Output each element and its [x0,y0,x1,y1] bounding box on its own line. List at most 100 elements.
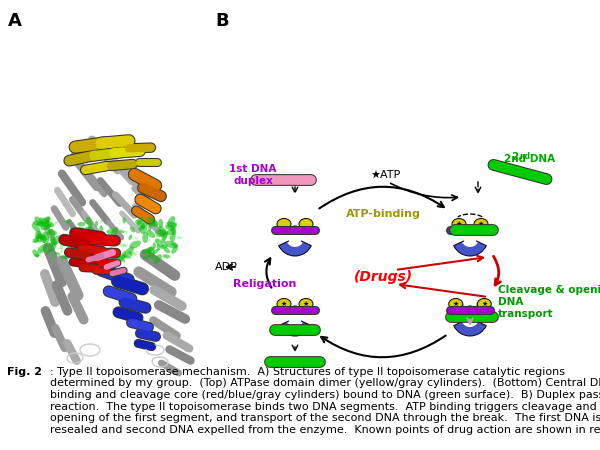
Ellipse shape [59,243,63,249]
FancyBboxPatch shape [477,303,486,315]
Ellipse shape [277,219,291,230]
Text: ★: ★ [452,301,459,307]
Ellipse shape [126,250,128,251]
Ellipse shape [73,243,82,251]
Ellipse shape [73,236,79,241]
Ellipse shape [83,253,88,258]
Ellipse shape [39,217,50,227]
Ellipse shape [86,251,93,262]
Ellipse shape [146,247,155,252]
Ellipse shape [62,239,73,247]
Wedge shape [278,321,311,336]
Ellipse shape [70,230,74,235]
Ellipse shape [89,230,94,239]
Ellipse shape [86,230,91,240]
Ellipse shape [124,255,129,258]
Ellipse shape [55,221,58,225]
Text: ★: ★ [281,301,287,307]
Ellipse shape [55,252,60,256]
Ellipse shape [65,254,71,260]
Ellipse shape [102,243,105,245]
Ellipse shape [85,219,88,222]
Ellipse shape [138,225,145,230]
Ellipse shape [116,255,125,261]
Ellipse shape [46,250,50,255]
Ellipse shape [171,243,178,248]
Ellipse shape [121,257,125,262]
Ellipse shape [40,234,46,243]
Ellipse shape [77,242,83,252]
Ellipse shape [100,219,103,223]
Ellipse shape [158,219,163,228]
Ellipse shape [128,234,132,240]
Ellipse shape [77,227,87,234]
Ellipse shape [153,249,158,254]
Ellipse shape [43,219,46,222]
Ellipse shape [95,220,98,227]
Ellipse shape [130,227,135,233]
Ellipse shape [166,230,175,235]
Ellipse shape [49,253,51,255]
Ellipse shape [90,234,95,237]
Ellipse shape [51,222,54,226]
Ellipse shape [464,306,476,314]
Ellipse shape [157,233,164,237]
Ellipse shape [464,226,476,234]
Text: ★: ★ [303,301,309,307]
Ellipse shape [34,216,43,227]
Ellipse shape [110,257,114,259]
Ellipse shape [157,244,160,251]
Ellipse shape [124,244,125,247]
Ellipse shape [51,235,61,246]
Ellipse shape [46,221,54,227]
Ellipse shape [130,240,141,248]
Ellipse shape [140,221,148,234]
Ellipse shape [79,252,91,259]
Ellipse shape [148,225,151,231]
Ellipse shape [164,244,168,248]
Ellipse shape [163,254,170,258]
Ellipse shape [48,241,57,252]
Ellipse shape [106,230,114,234]
Ellipse shape [172,234,175,237]
Ellipse shape [61,248,64,249]
Ellipse shape [161,229,167,240]
Ellipse shape [37,231,41,238]
FancyBboxPatch shape [475,224,484,234]
Ellipse shape [61,256,67,259]
Ellipse shape [154,220,157,222]
Ellipse shape [111,227,119,236]
Wedge shape [462,238,478,247]
Ellipse shape [123,243,126,247]
Text: ATP-binding: ATP-binding [346,209,421,219]
Ellipse shape [118,243,124,247]
Ellipse shape [69,228,76,239]
Ellipse shape [170,232,176,242]
Ellipse shape [109,248,115,252]
Ellipse shape [42,247,46,251]
Ellipse shape [125,255,131,259]
Ellipse shape [474,219,488,230]
FancyBboxPatch shape [281,224,290,234]
Ellipse shape [128,251,133,256]
Ellipse shape [143,255,151,260]
Ellipse shape [92,247,99,253]
Ellipse shape [166,241,178,248]
Ellipse shape [168,236,172,239]
Wedge shape [278,241,311,256]
Ellipse shape [40,224,51,230]
Ellipse shape [157,249,160,252]
Ellipse shape [44,224,52,230]
Ellipse shape [149,239,150,241]
Ellipse shape [65,220,70,223]
Ellipse shape [130,252,133,254]
Ellipse shape [161,238,166,244]
Ellipse shape [35,234,46,239]
Ellipse shape [121,251,126,258]
Text: B: B [215,12,229,30]
Ellipse shape [155,240,158,243]
Ellipse shape [135,220,145,229]
Ellipse shape [107,232,109,233]
FancyBboxPatch shape [299,303,308,315]
Ellipse shape [449,298,463,310]
